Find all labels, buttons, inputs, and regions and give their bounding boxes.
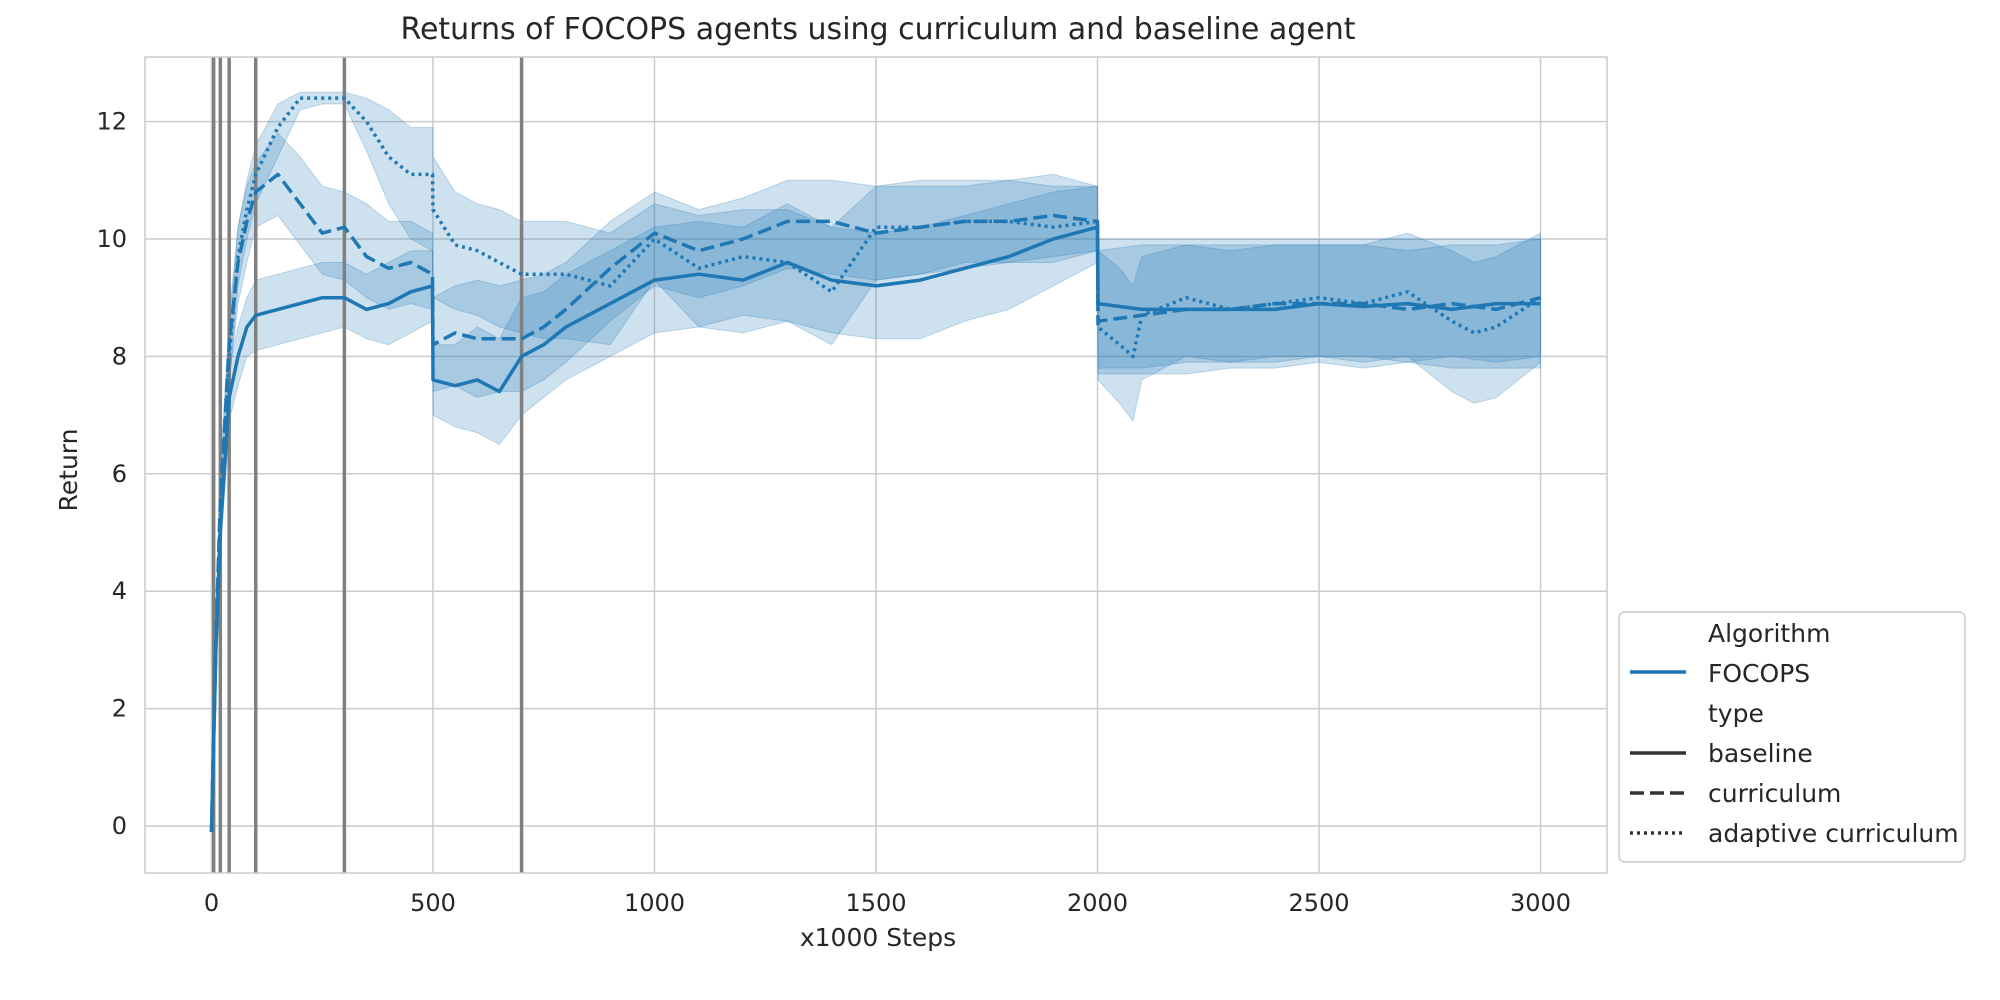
x-tick-label: 1500	[845, 889, 906, 917]
legend-entry-focops: FOCOPS	[1708, 659, 1810, 688]
y-tick-label: 4	[112, 577, 127, 605]
x-tick-label: 2000	[1067, 889, 1128, 917]
y-tick-label: 8	[112, 342, 127, 370]
legend-box	[1618, 611, 1966, 863]
line-adaptive-curriculum	[209, 96, 1542, 832]
chart-title: Returns of FOCOPS agents using curriculu…	[400, 12, 1355, 47]
legend: Algorithm FOCOPS type baseline curriculu…	[1618, 611, 1966, 863]
x-tick-label: 2500	[1288, 889, 1349, 917]
legend-entry-adaptive-curriculum: adaptive curriculum	[1708, 819, 1959, 848]
plot-frame	[144, 56, 1608, 874]
x-tick-label: 0	[204, 889, 219, 917]
y-tick-label: 12	[96, 108, 127, 136]
line-curriculum	[209, 172, 1541, 832]
series-lines	[209, 96, 1542, 832]
y-axis-ticks: 0 2 4 6 8 10 12	[96, 108, 127, 840]
x-axis-label: x1000 Steps	[800, 923, 956, 952]
x-tick-label: 500	[410, 889, 456, 917]
x-tick-label: 3000	[1510, 889, 1571, 917]
x-tick-label: 1000	[624, 889, 685, 917]
y-axis-label: Return	[54, 429, 83, 512]
y-tick-label: 0	[112, 812, 127, 840]
legend-entry-curriculum: curriculum	[1708, 779, 1841, 808]
legend-title-type: type	[1708, 699, 1764, 728]
grid	[145, 57, 1607, 873]
legend-entry-baseline: baseline	[1708, 739, 1813, 768]
x-axis-ticks: 0 500 1000 1500 2000 2500 3000	[204, 889, 1571, 917]
y-tick-label: 2	[112, 695, 127, 723]
y-tick-label: 6	[112, 460, 127, 488]
y-tick-label: 10	[96, 225, 127, 253]
curriculum-vlines	[211, 57, 524, 873]
legend-title-algorithm: Algorithm	[1708, 619, 1830, 648]
